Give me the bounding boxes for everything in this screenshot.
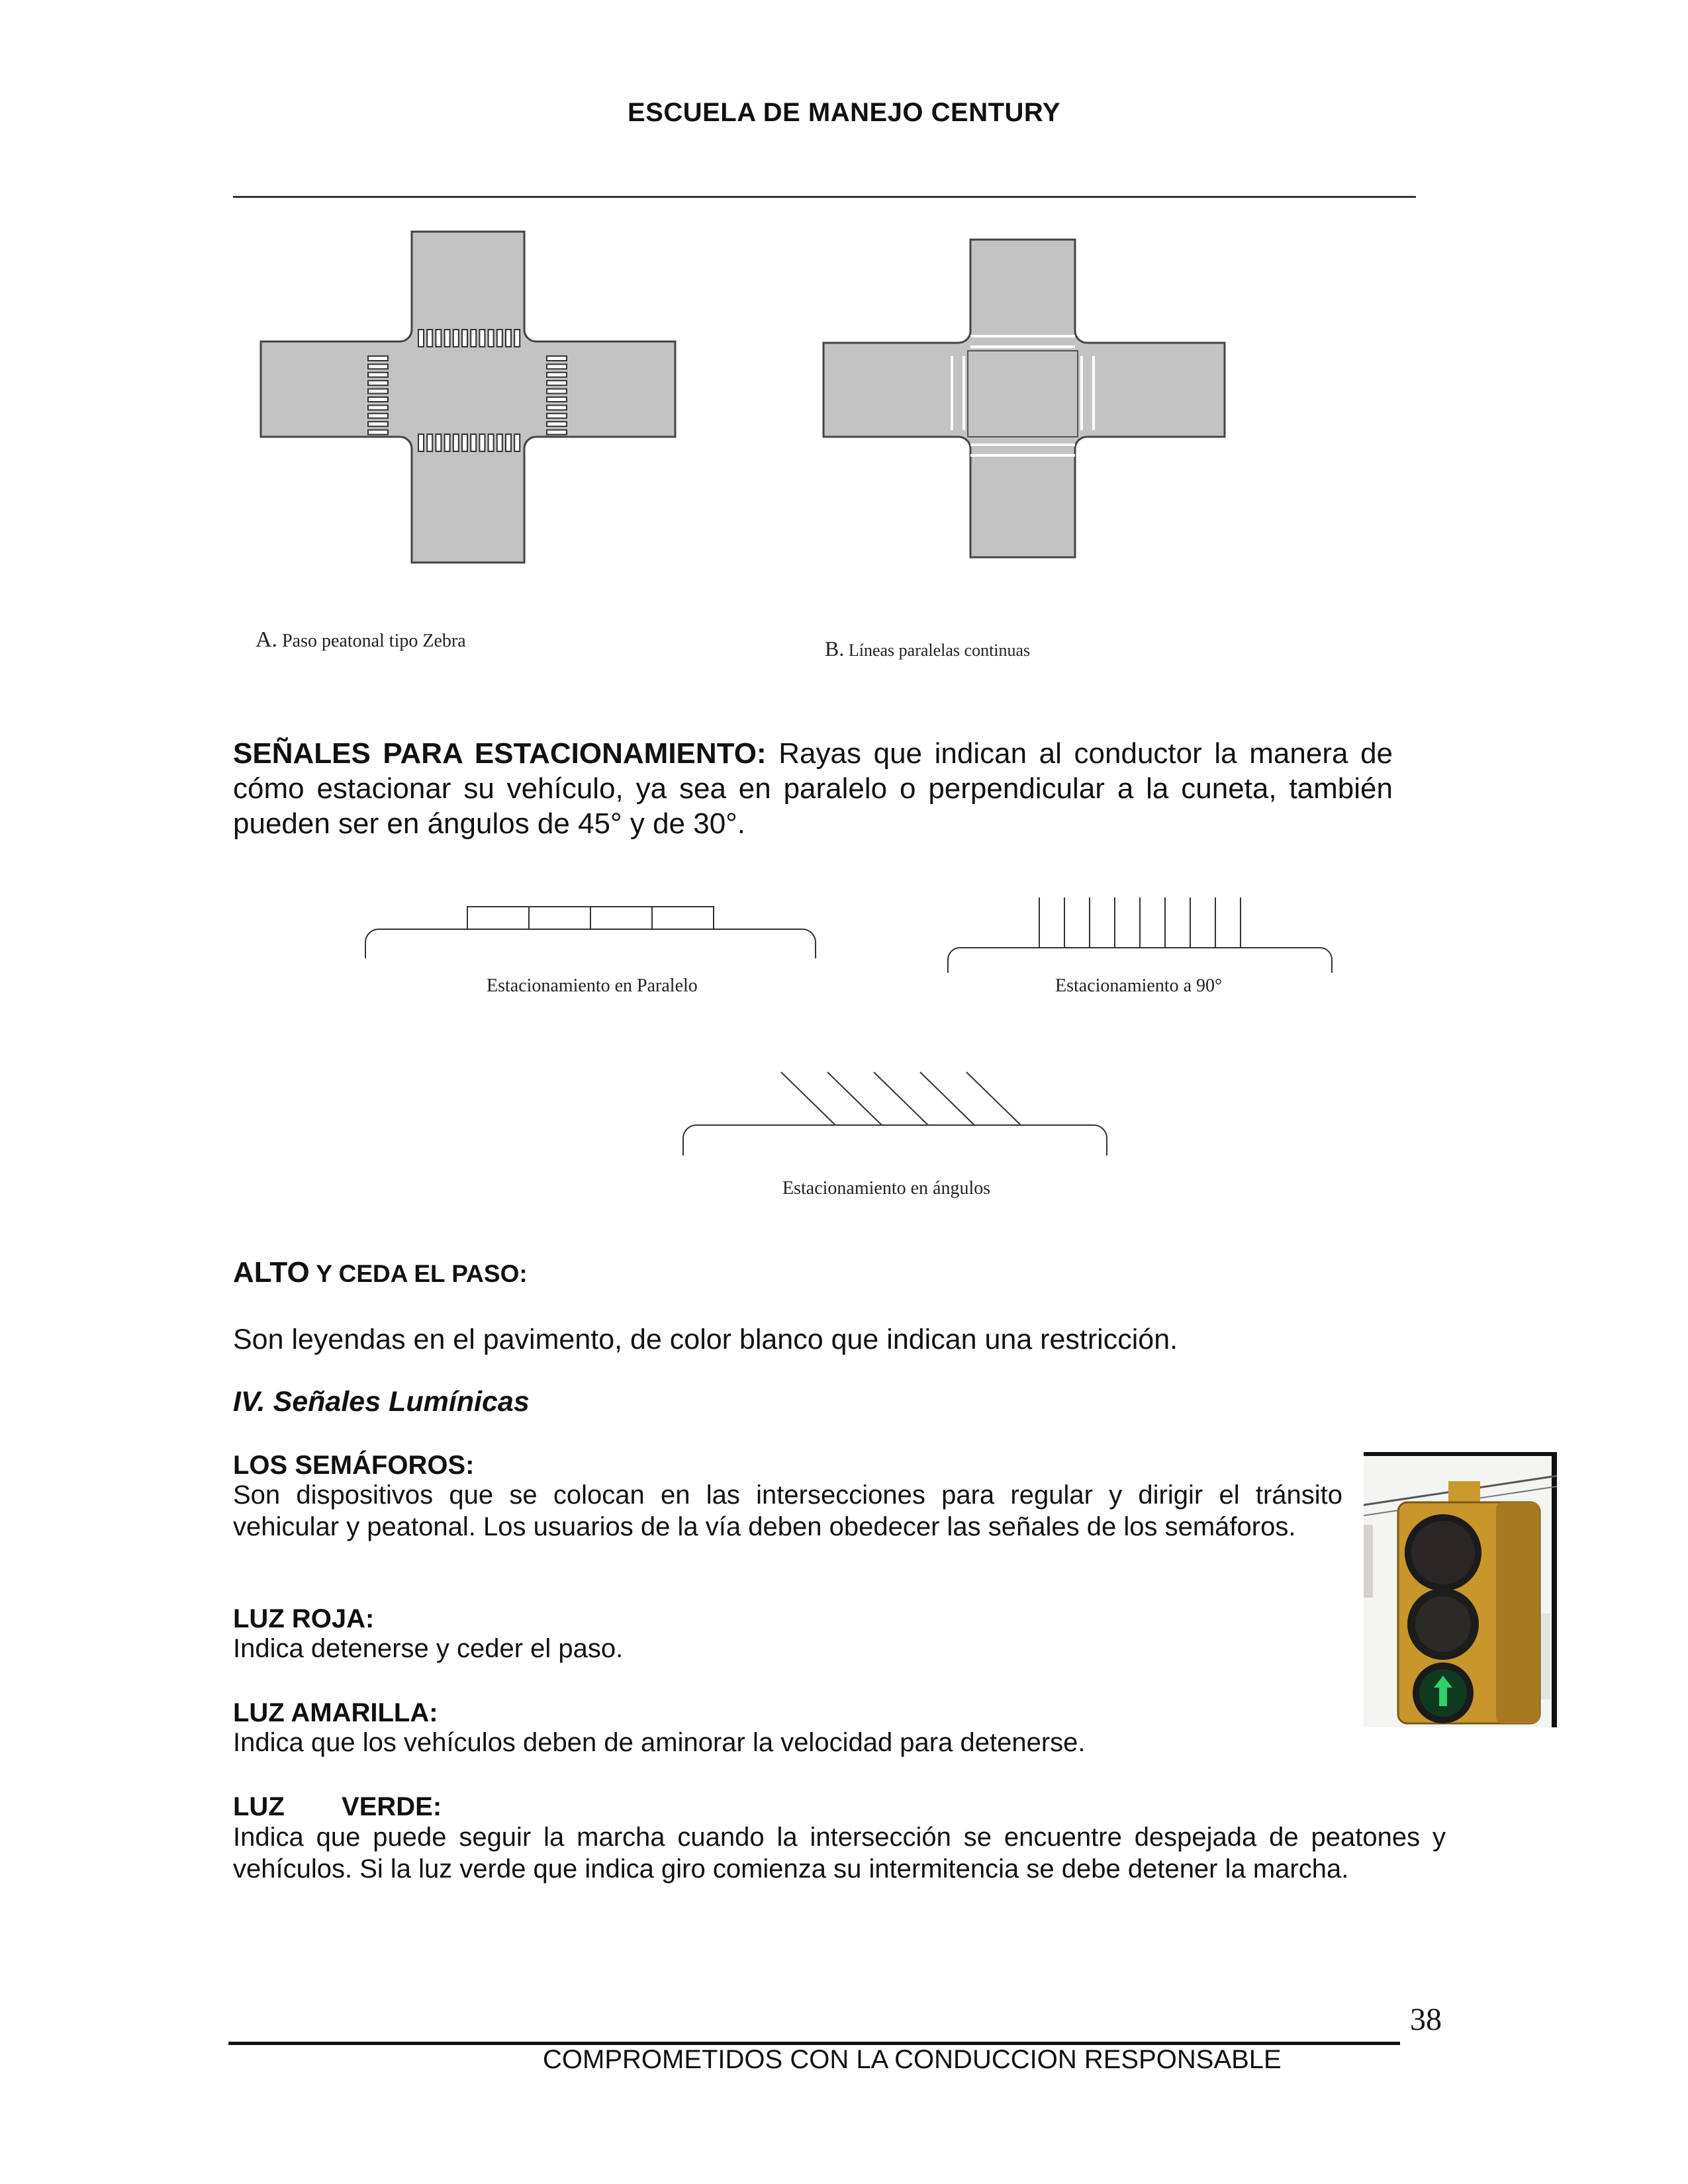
footer-slogan: COMPROMETIDOS CON LA CONDUCCION RESPONSA… <box>543 2045 1282 2074</box>
page-header: ESCUELA DE MANEJO CENTURY <box>627 98 1061 127</box>
parking-text: Rayas que indican al conductor la manera… <box>233 737 1393 840</box>
luz-roja-heading: LUZ ROJA: <box>233 1604 375 1633</box>
parking-heading: SEÑALES PARA ESTACIONAMIENTO: <box>233 737 767 770</box>
header-divider <box>233 196 1416 198</box>
luz-verde-heading-b: VERDE: <box>342 1792 442 1821</box>
luz-verde-heading: LUZ VERDE: <box>233 1790 442 1825</box>
alto-heading: ALTO Y CEDA EL PASO: <box>233 1256 528 1289</box>
luz-verde-heading-a: LUZ <box>233 1792 285 1821</box>
zebra-letter: A. <box>256 627 278 652</box>
alto-heading-big: ALTO <box>233 1256 310 1289</box>
footer-divider <box>228 2042 1400 2045</box>
perpendicular-parking-diagram <box>947 897 1333 973</box>
crosswalk-diagrams <box>259 230 1226 564</box>
luz-verde-text: Indica que puede seguir la marcha cuando… <box>233 1823 1446 1884</box>
parallel-parking-caption: Estacionamiento en Paralelo <box>487 976 698 996</box>
luz-roja-text: Indica detenerse y ceder el paso. <box>233 1634 624 1663</box>
parallel-letter: B. <box>825 637 845 660</box>
luz-amarilla-heading: LUZ AMARILLA: <box>233 1698 438 1727</box>
perpendicular-parking-caption: Estacionamiento a 90° <box>1055 976 1223 996</box>
luz-amarilla-text: Indica que los vehículos deben de aminor… <box>233 1728 1086 1757</box>
zebra-caption-text: Paso peatonal tipo Zebra <box>282 631 466 651</box>
page-number: 38 <box>1410 2002 1442 2037</box>
parallel-caption-text: Líneas paralelas continuas <box>848 641 1031 660</box>
alto-text: Son leyendas en el pavimento, de color b… <box>233 1324 1178 1355</box>
alto-heading-small: Y CEDA EL PASO: <box>309 1260 528 1287</box>
angled-parking-caption: Estacionamiento en ángulos <box>782 1178 991 1199</box>
semaforos-heading: LOS SEMÁFOROS: <box>233 1451 475 1480</box>
semaforos-text: Son dispositivos que se colocan en las i… <box>233 1480 1342 1541</box>
zebra-crossing-diagram <box>259 230 677 564</box>
parallel-caption: B. Líneas paralelas continuas <box>825 637 1030 661</box>
angled-parking-diagram <box>682 1071 1107 1156</box>
parking-diagrams <box>365 897 1333 1156</box>
zebra-caption: A. Paso peatonal tipo Zebra <box>256 627 466 653</box>
parallel-lines-diagram <box>822 238 1226 559</box>
section-heading-luminicas: IV. Señales Lumínicas <box>233 1386 530 1418</box>
traffic-light-image <box>1363 1452 1558 1727</box>
parking-paragraph: SEÑALES PARA ESTACIONAMIENTO: Rayas que … <box>233 736 1393 841</box>
parallel-parking-diagram <box>365 906 816 958</box>
